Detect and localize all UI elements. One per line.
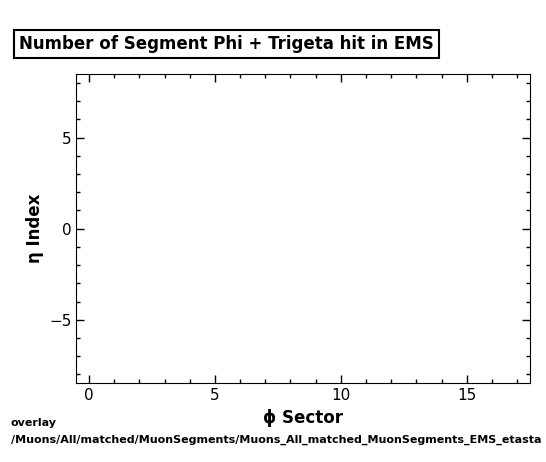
Text: /Muons/All/matched/MuonSegments/Muons_All_matched_MuonSegments_EMS_etasta: /Muons/All/matched/MuonSegments/Muons_Al…: [11, 434, 542, 444]
Text: overlay: overlay: [11, 418, 57, 428]
Text: Number of Segment Phi + Trigeta hit in EMS: Number of Segment Phi + Trigeta hit in E…: [19, 35, 434, 53]
X-axis label: ϕ Sector: ϕ Sector: [263, 409, 343, 427]
Y-axis label: η Index: η Index: [26, 194, 44, 263]
